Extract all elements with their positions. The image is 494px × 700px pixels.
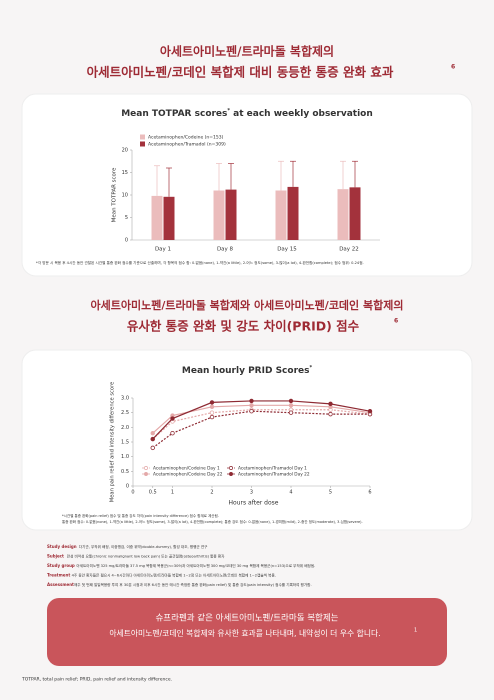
bar <box>275 190 287 240</box>
study-label: Subject <box>47 554 64 559</box>
legend-label: Acetaminophen/Tramadol (n=309) <box>148 142 226 148</box>
study-label: Assessment <box>47 582 74 587</box>
legend-label: Acetaminophen/Codeine (n=153) <box>148 135 224 141</box>
footnote: *각 방문 시 복용 후 4시간 동안 관찰된 시간별 통증 완화 점수를 기준… <box>36 260 364 265</box>
marker <box>209 414 215 420</box>
title-part: * <box>227 108 230 114</box>
title-part: at each weekly observation <box>230 109 373 119</box>
bar <box>337 189 349 240</box>
marker <box>328 401 333 407</box>
study-label: Study design <box>47 544 77 549</box>
study-text: 매주 첫 번째 일일복용량 투여 후 30분 시점과 이후 6시간 동안 매시간… <box>74 582 312 587</box>
bar <box>151 195 163 240</box>
superscript: 6 <box>394 318 398 325</box>
legend-marker <box>229 466 233 470</box>
bar <box>163 196 175 240</box>
title-part: Mean hourly PRID Scores <box>182 366 310 376</box>
y-tick-label: 15 <box>122 170 128 176</box>
study-text: 만성 비악성 요통(chronic nonmalignant low back … <box>67 554 225 559</box>
superscript: 6 <box>451 64 455 71</box>
marker <box>328 411 333 417</box>
y-tick-label: 5 <box>125 215 128 221</box>
legend-label: Acetaminophen/Codeine Day 1 <box>153 466 220 472</box>
y-tick-label: 20 <box>122 148 128 154</box>
x-tick-label: 3 <box>250 490 253 496</box>
footnote: 통증 완화 점수: 0-없음(none), 1-약간(a little), 2-… <box>62 519 363 524</box>
y-axis-label: Mean TOTPAR score <box>112 167 118 222</box>
study-text: 4주 동안 환자들은 필요시 4~6시간마다 아세트아미노펜/트라마돌 복합제 … <box>72 573 276 578</box>
marker <box>209 400 215 405</box>
legend-label: Acetaminophen/Codeine Day 22 <box>153 472 223 478</box>
marker <box>249 409 254 414</box>
study-label: Study group <box>47 563 75 568</box>
x-tick-label: 6 <box>368 490 371 496</box>
study-text: 아세트아미노펜 325 mg/트라마돌 37.5 mg 복합제 복용군(n=30… <box>76 563 315 568</box>
marker <box>288 398 294 404</box>
x-tick-label: Day 22 <box>339 247 359 253</box>
bar <box>213 190 225 240</box>
bar <box>349 187 361 240</box>
title-part: Mean TOTPAR scores <box>121 109 227 119</box>
marker <box>170 431 175 436</box>
legend-marker <box>144 472 148 476</box>
heading: 아세트아미노펜/트라마돌 복합제와 아세트아미노펜/코데인 복합제의 <box>90 298 403 312</box>
conclusion-box <box>47 598 447 666</box>
x-tick-label: 0.5 <box>149 490 157 496</box>
legend-swatch <box>140 141 145 147</box>
chart-title: Mean TOTPAR scores* at each weekly obser… <box>121 108 373 119</box>
conclusion: 아세트아미노펜/코데인 복합제와 유사한 효과를 나타내며, 내약성이 더 우수… <box>109 628 380 638</box>
x-tick-label: Day 8 <box>217 247 234 253</box>
x-tick-label: Day 1 <box>155 247 171 253</box>
marker <box>170 416 175 421</box>
superscript: 1 <box>414 628 417 634</box>
legend-marker <box>144 466 148 470</box>
chart-title: Mean hourly PRID Scores* <box>182 365 313 376</box>
heading: 유사한 통증 완화 및 강도 차이(PRID) 점수 <box>127 319 360 334</box>
marker <box>288 410 294 415</box>
marker <box>150 436 155 442</box>
x-tick-label: Day 15 <box>277 247 297 253</box>
x-tick-label: 5 <box>329 490 332 496</box>
marker <box>150 445 155 451</box>
x-tick-label: 1 <box>171 490 174 496</box>
y-tick-label: 0 <box>125 238 128 244</box>
x-tick-label: 0 <box>131 490 134 496</box>
study-text: 다기관, 무작위 배정, 이중맹검, 이중 위약(double-dummy), … <box>79 544 208 549</box>
marker <box>249 398 254 404</box>
legend-marker <box>229 472 233 476</box>
y-tick-label: 1.5 <box>121 440 129 446</box>
legend-label: Acetaminophen/Tramadol Day 22 <box>238 472 310 478</box>
heading: 아세트아미노펜/트라마돌 복합제의 <box>160 44 334 59</box>
y-tick-label: 2.0 <box>121 425 129 431</box>
y-tick-label: 1.0 <box>121 454 129 460</box>
marker <box>150 431 155 436</box>
x-tick-label: 2 <box>210 490 213 496</box>
marker <box>249 403 254 408</box>
marker <box>209 404 215 409</box>
bar <box>287 186 299 240</box>
marker <box>367 409 373 414</box>
footnote: *시간별 통증 완화(pain relief) 점수 및 통증 강도 차이(pa… <box>62 513 219 518</box>
marker <box>209 410 215 415</box>
y-tick-label: 3.0 <box>121 396 129 402</box>
marker <box>288 403 294 408</box>
title-part: * <box>309 365 312 371</box>
x-tick-label: 4 <box>289 490 292 496</box>
legend-swatch <box>140 134 145 140</box>
card <box>21 349 473 531</box>
y-tick-label: 2.5 <box>121 410 129 416</box>
y-axis-label: Mean pain relief and intensity differenc… <box>110 382 116 503</box>
study-label: Treatment <box>47 573 70 578</box>
y-tick-label: 0 <box>126 484 129 490</box>
legend-label: Acetaminophen/Tramadol Day 1 <box>238 466 307 472</box>
bar <box>225 189 237 240</box>
footer: TOTPAR, total pain relief; PRID, pain re… <box>21 677 172 683</box>
y-tick-label: 10 <box>122 193 128 199</box>
conclusion: 슈프라펜과 같은 아세트아미노펜/트라마돌 복합제는 <box>155 613 338 624</box>
x-axis-label: Hours after dose <box>229 500 279 507</box>
heading: 아세트아미노펜/코데인 복합제 대비 동등한 통증 완화 효과 <box>87 65 394 80</box>
y-tick-label: 0.5 <box>121 469 129 475</box>
card <box>21 93 473 277</box>
